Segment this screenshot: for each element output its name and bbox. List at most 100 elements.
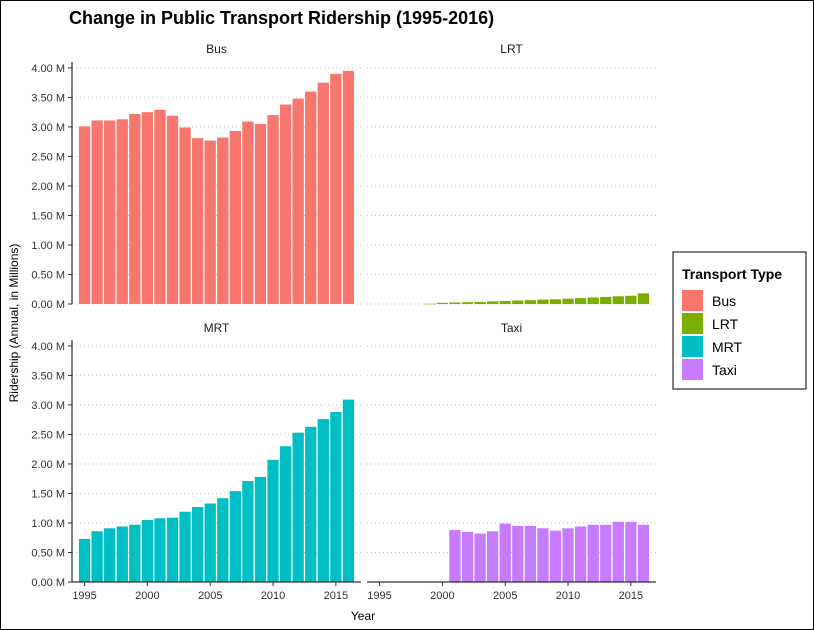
legend-swatch-bus xyxy=(682,290,703,311)
legend: Transport Type Bus LRT MRT Taxi xyxy=(672,251,807,390)
bar-lrt-2012 xyxy=(587,297,599,304)
bar-bus-2016 xyxy=(342,70,355,304)
bar-taxi-2011 xyxy=(574,526,587,582)
y-tick-label: 1.50 M xyxy=(31,210,65,222)
y-axis-title: Ridership (Annual, in Millions) xyxy=(7,244,21,403)
facet-panels: Bus 0.00 M 0.50 M 1.00 M 1.50 M 2.00 M 2.50 M 3… xyxy=(31,42,656,602)
bar-mrt-2001 xyxy=(154,518,166,582)
x-tick-label: 2015 xyxy=(324,590,348,602)
y-tick-label: 4.00 M xyxy=(31,63,65,75)
bar-taxi-2001 xyxy=(449,530,461,582)
bar-mrt-2009 xyxy=(254,476,267,582)
bar-bus-2014 xyxy=(317,82,329,304)
bar-bus-2005 xyxy=(204,140,216,304)
bar-mrt-2000 xyxy=(141,520,154,582)
bar-lrt-2001 xyxy=(449,302,461,304)
x-tick-label: 2015 xyxy=(619,590,643,602)
bar-lrt-2007 xyxy=(524,300,537,304)
chart-title: Change in Public Transport Ridership (19… xyxy=(69,8,494,28)
y-tick-label: 1.00 M xyxy=(31,518,65,530)
bar-bus-2011 xyxy=(279,104,292,304)
bar-taxi-2004 xyxy=(486,531,499,582)
bar-mrt-1996 xyxy=(91,531,103,582)
legend-swatch-mrt xyxy=(682,336,703,357)
x-tick-label: 2005 xyxy=(198,590,222,602)
panel-mrt: MRT 0.00 M 0.50 M 1.00 M 1.50 M 2.00 M 2.50 M 3… xyxy=(31,321,361,602)
bar-bus-2001 xyxy=(154,109,166,304)
bar-taxi-2013 xyxy=(600,524,612,582)
bar-lrt-2009 xyxy=(549,299,562,304)
y-tick-label: 3.00 M xyxy=(31,400,65,412)
bar-bus-2007 xyxy=(229,131,242,304)
legend-title: Transport Type xyxy=(682,266,782,282)
bar-taxi-2002 xyxy=(461,531,474,582)
facet-label-lrt: LRT xyxy=(500,42,523,56)
panel-lrt: LRT xyxy=(367,42,656,305)
bar-mrt-2008 xyxy=(242,481,254,582)
bar-taxi-2005 xyxy=(499,523,511,582)
y-tick-label: 3.50 M xyxy=(31,92,65,104)
bar-lrt-2010 xyxy=(562,298,574,304)
bar-taxi-2014 xyxy=(612,521,624,582)
bar-mrt-2013 xyxy=(305,426,317,582)
legend-label-lrt: LRT xyxy=(712,316,739,332)
bar-mrt-1998 xyxy=(116,526,128,582)
bar-mrt-2002 xyxy=(166,517,179,582)
bar-mrt-2011 xyxy=(279,446,292,582)
bar-bus-2009 xyxy=(254,123,267,304)
legend-swatch-taxi xyxy=(682,359,703,380)
facet-label-mrt: MRT xyxy=(204,321,230,335)
legend-label-mrt: MRT xyxy=(712,339,743,355)
bar-lrt-2000 xyxy=(436,302,449,304)
bar-bus-1995 xyxy=(78,126,91,305)
bar-mrt-2010 xyxy=(267,459,279,582)
bar-bus-2000 xyxy=(141,112,154,304)
bar-mrt-2012 xyxy=(292,432,304,582)
bar-taxi-2003 xyxy=(474,533,486,582)
bar-bus-1997 xyxy=(104,120,116,304)
bar-lrt-2013 xyxy=(600,296,612,304)
y-tick-label: 3.00 M xyxy=(31,122,65,134)
x-tick-label: 2010 xyxy=(261,590,285,602)
bar-taxi-2006 xyxy=(512,525,524,582)
bar-bus-2010 xyxy=(267,115,279,304)
bar-taxi-2012 xyxy=(587,524,599,582)
x-axis-title: Year xyxy=(351,609,375,623)
x-tick-label: 2000 xyxy=(135,590,159,602)
y-tick-label: 0.00 M xyxy=(31,577,65,589)
bar-bus-2002 xyxy=(166,115,179,305)
x-tick-label: 2005 xyxy=(493,590,517,602)
bar-lrt-2014 xyxy=(612,296,624,304)
bar-lrt-2011 xyxy=(574,298,587,304)
y-tick-label: 0.00 M xyxy=(31,299,65,311)
bar-bus-1998 xyxy=(116,119,128,304)
bar-taxi-2016 xyxy=(637,524,650,582)
panel-taxi: Taxi 1995 2000 2005 2010 2015 xyxy=(367,321,656,602)
legend-swatch-lrt xyxy=(682,313,703,334)
bar-mrt-2006 xyxy=(217,498,229,582)
x-tick-label: 1995 xyxy=(72,590,96,602)
bar-bus-2004 xyxy=(191,138,204,304)
bar-lrt-2016 xyxy=(637,293,650,304)
bar-bus-2006 xyxy=(217,137,229,304)
y-tick-label: 2.50 M xyxy=(31,429,65,441)
panel-bus: Bus 0.00 M 0.50 M 1.00 M 1.50 M 2.00 M 2.50 M 3… xyxy=(31,42,361,311)
bar-bus-2012 xyxy=(292,98,304,304)
bar-taxi-2007 xyxy=(524,525,537,582)
bar-lrt-2003 xyxy=(474,301,486,304)
bar-lrt-2004 xyxy=(486,301,499,304)
y-tick-label: 2.00 M xyxy=(31,459,65,471)
bar-mrt-2007 xyxy=(229,491,242,582)
bar-mrt-2004 xyxy=(191,507,204,582)
legend-label-bus: Bus xyxy=(712,293,736,309)
y-tick-label: 0.50 M xyxy=(31,269,65,281)
bar-lrt-2002 xyxy=(461,302,474,304)
bar-lrt-2015 xyxy=(625,295,637,304)
x-tick-label: 2000 xyxy=(430,590,454,602)
y-tick-label: 3.50 M xyxy=(31,370,65,382)
bar-bus-2015 xyxy=(330,73,342,305)
bar-mrt-2015 xyxy=(330,412,342,582)
bar-bus-2013 xyxy=(305,91,317,304)
facet-label-taxi: Taxi xyxy=(501,321,522,335)
